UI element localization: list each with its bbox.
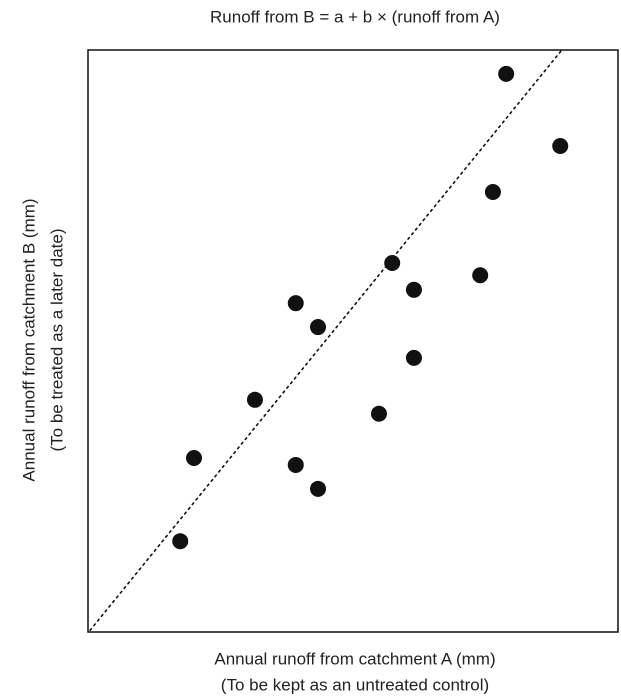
data-point [405, 349, 422, 366]
plot-frame [87, 49, 619, 633]
chart-title: Runoff from B = a + b × (runoff from A) [210, 7, 500, 26]
data-point [472, 267, 489, 284]
y-axis-label: (To be treated as a later date) [47, 228, 66, 451]
data-point [405, 281, 422, 298]
data-point [172, 533, 189, 550]
data-point [484, 184, 501, 201]
x-axis-label: Annual runoff from catchment A (mm) [214, 649, 495, 668]
data-point [287, 295, 304, 312]
data-point [186, 449, 202, 466]
data-point [310, 319, 327, 336]
data-point [498, 65, 515, 82]
data-point [384, 255, 401, 272]
data-point [552, 138, 569, 155]
fit-line [89, 49, 563, 632]
data-point [287, 456, 304, 473]
y-axis-label: Annual runoff from catchment B (mm) [19, 198, 38, 481]
data-point [310, 480, 327, 497]
data-point [246, 391, 263, 408]
data-point [370, 405, 387, 422]
x-axis-label: (To be kept as an untreated control) [221, 675, 489, 694]
